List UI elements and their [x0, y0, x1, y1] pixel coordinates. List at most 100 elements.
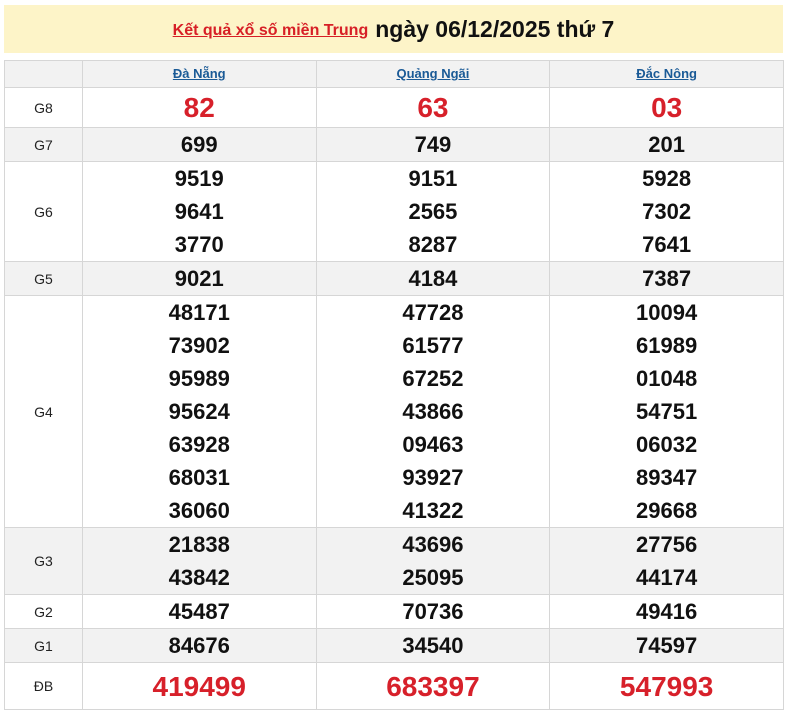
prize-number: 09463	[402, 432, 464, 457]
prize-cell: 4184	[315, 261, 551, 296]
prize-cell: 419499	[81, 662, 317, 710]
prize-number: 8287	[408, 232, 458, 257]
prize-number: 419499	[152, 670, 246, 702]
prize-number: 49416	[636, 599, 698, 624]
prize-number: 43866	[402, 399, 464, 424]
prize-number: 749	[414, 132, 452, 157]
prize-number: 67252	[402, 366, 464, 391]
prize-row-g3: G3 21838 43842 43696 25095 27756 44174	[4, 527, 784, 595]
prize-label: G8	[4, 87, 83, 128]
prize-number: 70736	[402, 599, 464, 624]
prize-number: 61577	[402, 333, 464, 358]
prize-number: 2565	[408, 199, 458, 224]
prize-number: 3770	[174, 232, 224, 257]
prize-label: ĐB	[4, 662, 83, 710]
prize-row-g6: G6 9519 9641 3770 9151 2565 8287 5928 7302 7641	[4, 161, 784, 262]
prize-number: 93927	[402, 465, 464, 490]
prize-cell: 03	[549, 87, 784, 128]
prize-number: 01048	[636, 366, 698, 391]
prize-cell: 5928 7302 7641	[549, 161, 784, 262]
prize-row-g1: G1 84676 34540 74597	[4, 628, 784, 663]
prize-number: 10094	[636, 300, 698, 325]
prize-number: 44174	[636, 565, 698, 590]
prize-number: 48171	[168, 300, 230, 325]
prize-cell: 683397	[315, 662, 551, 710]
prize-number: 82	[183, 92, 215, 123]
prize-number: 7387	[642, 266, 692, 291]
prize-label: G7	[4, 127, 83, 162]
results-table: Đà Nẵng Quảng Ngãi Đắc Nông G8 82 63 03 G7 69…	[4, 60, 784, 710]
prize-cell: 70736	[315, 594, 551, 629]
prize-number: 9519	[174, 166, 224, 191]
prize-number: 9151	[408, 166, 458, 191]
prize-number: 4184	[408, 266, 458, 291]
prize-number: 47728	[402, 300, 464, 325]
prize-number: 89347	[636, 465, 698, 490]
prize-number: 95989	[168, 366, 230, 391]
province-header: Đắc Nông	[549, 60, 784, 88]
prize-row-g8: G8 82 63 03	[4, 87, 784, 128]
prize-number: 45487	[168, 599, 230, 624]
results-banner: Kết quả xổ số miền Trung ngày 06/12/2025…	[4, 5, 783, 53]
prize-cell: 547993	[549, 662, 784, 710]
prize-cell: 201	[549, 127, 784, 162]
prize-cell: 21838 43842	[81, 527, 317, 595]
prize-cell: 9021	[81, 261, 317, 296]
province-header: Đà Nẵng	[81, 60, 317, 88]
province-link-da-nang[interactable]: Đà Nẵng	[172, 66, 226, 81]
prize-number: 547993	[619, 670, 714, 702]
prize-label: G3	[4, 527, 83, 595]
prize-number: 36060	[168, 498, 230, 523]
prize-number: 7641	[642, 232, 692, 257]
prize-number: 54751	[636, 399, 698, 424]
prize-number: 63	[417, 92, 449, 123]
prize-cell: 84676	[81, 628, 317, 663]
province-link-dac-nong[interactable]: Đắc Nông	[636, 66, 697, 81]
prize-number: 683397	[386, 670, 480, 702]
prize-number: 25095	[402, 565, 464, 590]
prize-number: 03	[651, 92, 683, 123]
prize-row-g5: G5 9021 4184 7387	[4, 261, 784, 296]
prize-label: G4	[4, 295, 83, 528]
draw-date: ngày 06/12/2025 thứ 7	[375, 15, 615, 42]
prize-number: 201	[648, 132, 685, 157]
prize-cell: 749	[315, 127, 551, 162]
prize-number: 5928	[642, 166, 692, 191]
prize-cell: 45487	[81, 594, 317, 629]
prize-cell: 7387	[549, 261, 784, 296]
prize-number: 95624	[168, 399, 230, 424]
prize-row-g4: G4 48171 73902 95989 95624 63928 68031 36060 477…	[4, 295, 784, 528]
prize-number: 41322	[402, 498, 464, 523]
prize-number: 84676	[168, 633, 230, 658]
prize-number: 73902	[168, 333, 230, 358]
province-link-quang-ngai[interactable]: Quảng Ngãi	[396, 66, 470, 81]
prize-number: 43696	[402, 532, 464, 557]
prize-number: 9021	[174, 266, 224, 291]
prize-cell: 10094 61989 01048 54751 06032 89347 29668	[549, 295, 784, 528]
prize-cell: 74597	[549, 628, 784, 663]
prize-label: G6	[4, 161, 83, 262]
prize-number: 61989	[636, 333, 698, 358]
prize-label: G2	[4, 594, 83, 629]
province-header-row: Đà Nẵng Quảng Ngãi Đắc Nông	[4, 60, 784, 88]
prize-number: 34540	[402, 633, 464, 658]
prize-cell: 63	[315, 87, 551, 128]
prize-number: 74597	[636, 633, 698, 658]
empty-header-cell	[4, 60, 83, 88]
prize-cell: 49416	[549, 594, 784, 629]
prize-number: 29668	[636, 498, 698, 523]
prize-cell: 699	[81, 127, 317, 162]
prize-cell: 82	[81, 87, 317, 128]
prize-cell: 34540	[315, 628, 551, 663]
region-results-link[interactable]: Kết quả xổ số miền Trung	[172, 22, 369, 39]
prize-number: 21838	[168, 532, 230, 557]
prize-cell: 9151 2565 8287	[315, 161, 551, 262]
prize-number: 699	[180, 132, 218, 157]
prize-cell: 43696 25095	[315, 527, 551, 595]
prize-number: 63928	[168, 432, 230, 457]
prize-cell: 47728 61577 67252 43866 09463 93927 41322	[315, 295, 551, 528]
prize-number: 9641	[174, 199, 224, 224]
province-header: Quảng Ngãi	[315, 60, 551, 88]
prize-number: 7302	[642, 199, 692, 224]
prize-number: 68031	[168, 465, 230, 490]
